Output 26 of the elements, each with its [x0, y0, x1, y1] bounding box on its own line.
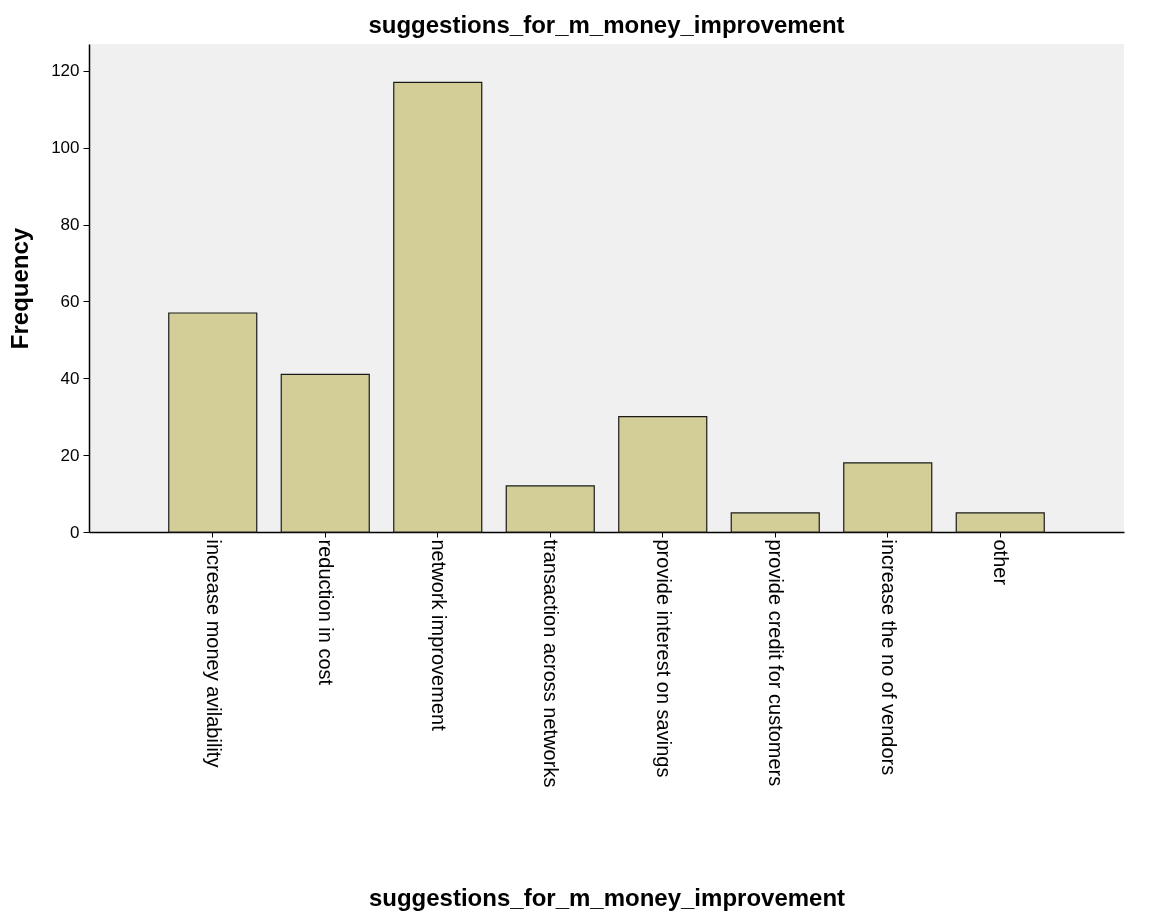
- bar: [168, 312, 258, 533]
- x-tick-label: provide interest on savings: [652, 539, 675, 778]
- x-tick-label: reduction in cost: [315, 539, 338, 686]
- x-tick-label: network improvement: [427, 539, 450, 732]
- y-tick-label: 120: [51, 61, 80, 81]
- x-tick-label: increase the no of vendors: [877, 539, 900, 776]
- bar: [505, 485, 595, 533]
- y-axis-title: Frequency: [6, 227, 34, 350]
- bar: [280, 373, 370, 533]
- y-tick-label: 80: [60, 215, 80, 235]
- bar: [393, 81, 483, 533]
- x-tick-label: provide credit for customers: [765, 539, 788, 787]
- y-tick-label: 0: [70, 522, 80, 542]
- bar: [730, 512, 820, 533]
- x-tick-label: other: [990, 539, 1013, 586]
- y-tick-label: 100: [51, 138, 80, 158]
- y-tick-label: 60: [60, 291, 80, 311]
- y-tick-label: 20: [60, 445, 80, 465]
- x-axis-title: suggestions_for_m_money_improvement: [368, 883, 846, 911]
- chart-title: suggestions_for_m_money_improvement: [368, 11, 845, 38]
- bar: [843, 462, 933, 533]
- y-tick-label: 40: [60, 368, 80, 388]
- bar: [618, 416, 708, 533]
- x-tick-label: transaction across networks: [540, 539, 563, 788]
- x-tick-label: increase money avilability: [202, 539, 225, 768]
- bar: [955, 512, 1045, 533]
